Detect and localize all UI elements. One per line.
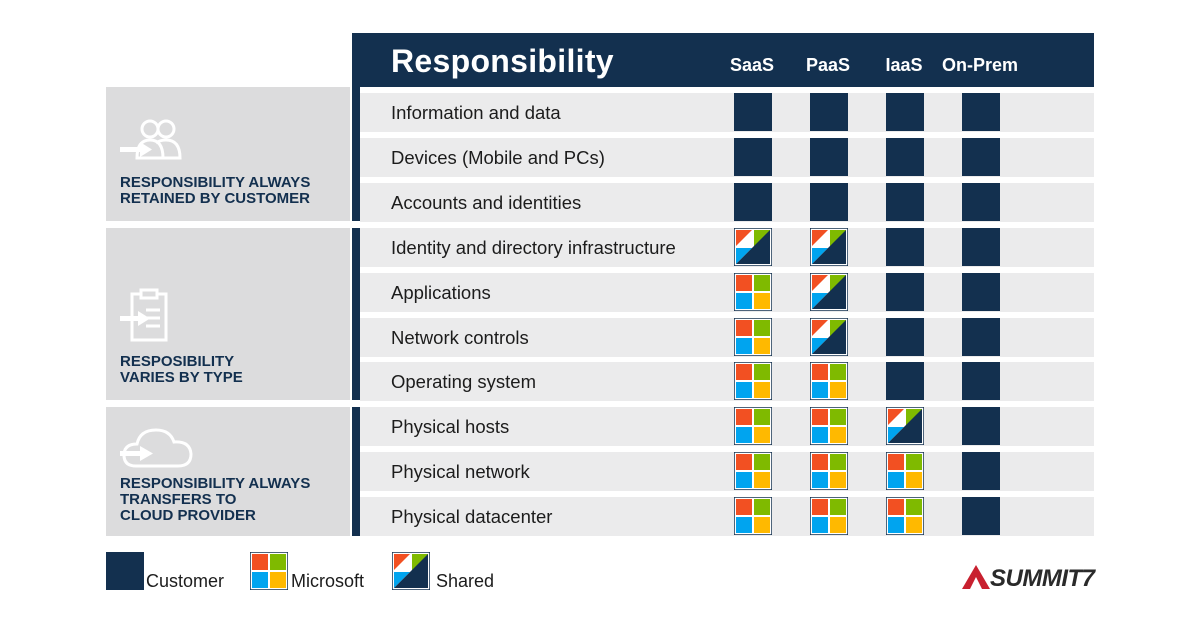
group-bar-retained: [352, 87, 360, 221]
cell-customer-iaas: [886, 228, 924, 266]
cell-customer-onprem: [962, 228, 1000, 266]
row-label: Information and data: [391, 102, 561, 123]
cell-customer-paas: [810, 93, 848, 131]
table-header: [352, 33, 1094, 87]
row-label: Physical network: [391, 461, 530, 482]
cell-customer-onprem: [962, 362, 1000, 400]
cell-microsoft-iaas: [886, 452, 924, 490]
group-box-retained: [106, 87, 350, 221]
legend-swatch-shared: [392, 552, 430, 590]
cell-customer-onprem: [962, 273, 1000, 311]
row-label: Network controls: [391, 327, 529, 348]
cell-customer-saas: [734, 138, 772, 176]
summit7-logo-text: SUMMIT7: [990, 565, 1095, 592]
users-icon: [120, 116, 186, 164]
group-label-varies: RESPOSIBILITY VARIES BY TYPE: [120, 353, 243, 386]
row-label: Accounts and identities: [391, 192, 582, 213]
cell-customer-onprem: [962, 318, 1000, 356]
cell-customer-iaas: [886, 138, 924, 176]
cell-customer-paas: [810, 183, 848, 221]
cell-microsoft-saas: [734, 497, 772, 535]
group-bar-varies: [352, 228, 360, 400]
cell-customer-onprem: [962, 452, 1000, 490]
cell-microsoft-saas: [734, 407, 772, 445]
group-label-transfers: RESPONSIBILITY ALWAYS TRANSFERS TO CLOUD…: [120, 475, 311, 524]
cell-customer-iaas: [886, 183, 924, 221]
cloud-icon: [120, 422, 196, 470]
column-header-paas: PaaS: [805, 55, 851, 75]
cell-shared-paas: [810, 318, 848, 356]
cell-microsoft-saas: [734, 452, 772, 490]
column-header-onprem: On-Prem: [941, 55, 1019, 75]
legend-label-customer: Customer: [146, 571, 225, 591]
cell-microsoft-paas: [810, 497, 848, 535]
cell-customer-iaas: [886, 93, 924, 131]
cell-customer-iaas: [886, 362, 924, 400]
cell-microsoft-saas: [734, 362, 772, 400]
cell-customer-saas: [734, 93, 772, 131]
column-header-saas: SaaS: [729, 55, 775, 75]
cell-microsoft-saas: [734, 273, 772, 311]
cell-shared-paas: [810, 273, 848, 311]
cell-customer-paas: [810, 138, 848, 176]
row-label: Identity and directory infrastructure: [391, 237, 676, 258]
cell-shared-iaas: [886, 407, 924, 445]
group-bar-transfers: [352, 407, 360, 536]
cell-shared-paas: [810, 228, 848, 266]
cell-customer-saas: [734, 183, 772, 221]
clipboard-icon: [120, 288, 172, 344]
cell-microsoft-iaas: [886, 497, 924, 535]
cell-customer-onprem: [962, 93, 1000, 131]
legend-label-microsoft: Microsoft: [291, 571, 365, 591]
group-box-varies: [106, 228, 350, 400]
row-label: Operating system: [391, 371, 536, 392]
cell-customer-iaas: [886, 273, 924, 311]
row-label: Physical datacenter: [391, 506, 553, 527]
cell-microsoft-saas: [734, 318, 772, 356]
legend-swatch-microsoft: [250, 552, 288, 590]
cell-microsoft-paas: [810, 362, 848, 400]
legend-swatch-customer: [106, 552, 144, 590]
summit7-logo-icon: [960, 563, 992, 591]
column-header-iaas: IaaS: [885, 55, 923, 75]
cell-customer-onprem: [962, 407, 1000, 445]
header-title: Responsibility: [391, 43, 614, 79]
cell-customer-iaas: [886, 318, 924, 356]
cell-customer-onprem: [962, 497, 1000, 535]
legend-label-shared: Shared: [436, 571, 495, 591]
cell-customer-onprem: [962, 183, 1000, 221]
cell-customer-onprem: [962, 138, 1000, 176]
cell-microsoft-paas: [810, 452, 848, 490]
row-label: Devices (Mobile and PCs): [391, 147, 605, 168]
cell-microsoft-paas: [810, 407, 848, 445]
row-label: Physical hosts: [391, 416, 510, 437]
row-label: Applications: [391, 282, 491, 303]
cell-shared-saas: [734, 228, 772, 266]
group-label-retained: RESPONSIBILITY ALWAYS RETAINED BY CUSTOM…: [120, 174, 311, 207]
group-box-transfers: [106, 407, 350, 536]
